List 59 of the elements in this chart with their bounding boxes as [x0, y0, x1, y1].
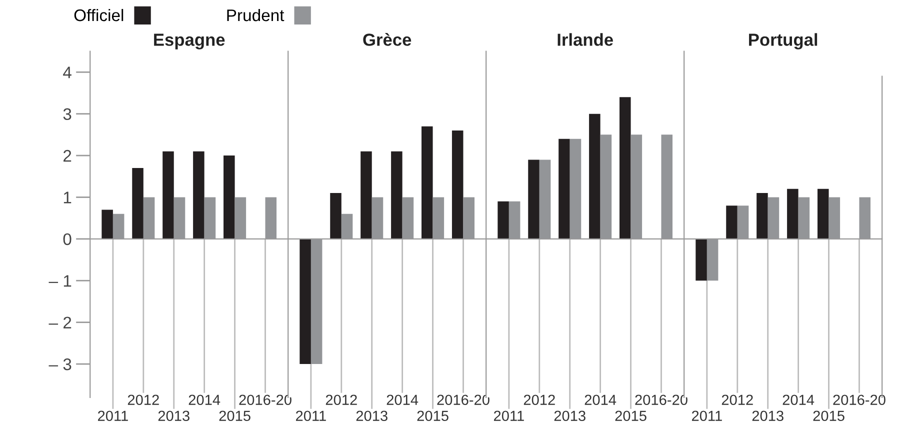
x-tick-label: 2016-20 — [833, 394, 886, 406]
y-tick-label: – 2 — [48, 316, 72, 328]
bar — [360, 151, 372, 239]
bar — [330, 193, 342, 239]
bar — [589, 114, 600, 239]
x-tick-label: 2012 — [722, 394, 753, 406]
bar — [498, 201, 509, 239]
bar — [818, 188, 829, 239]
bar — [300, 238, 311, 364]
x-tick-label: 2014 — [188, 394, 220, 406]
bar — [224, 156, 235, 239]
chart-title: Irlande — [558, 33, 613, 46]
y-tick-label: – 3 — [48, 358, 72, 370]
bar — [102, 210, 113, 239]
bar — [620, 97, 631, 239]
x-tick-label: 2015 — [813, 410, 844, 422]
x-tick-label: 2016-20 — [635, 394, 688, 406]
x-tick-label: 2014 — [584, 394, 616, 406]
y-tick-label: – 1 — [48, 275, 72, 287]
chart-title: Espagne — [154, 34, 225, 50]
x-tick-label: 2016-20 — [437, 394, 490, 406]
y-tick-label: 3 — [63, 108, 72, 120]
bar — [162, 151, 174, 239]
bar — [726, 206, 738, 239]
bar — [391, 151, 402, 239]
x-tick-label: 2012 — [128, 394, 159, 406]
chart-title: Grèce — [363, 33, 412, 46]
x-tick-label: 2013 — [356, 410, 388, 422]
bar — [528, 160, 540, 239]
y-tick-label: 0 — [63, 233, 72, 246]
x-tick-label: 2011 — [494, 410, 524, 422]
bar — [452, 130, 464, 239]
y-tick-label: 2 — [64, 150, 72, 162]
x-tick-label: 2014 — [782, 394, 814, 406]
y-tick-label: 1 — [64, 192, 72, 204]
x-tick-label: 2012 — [524, 394, 555, 406]
legend-label: Officiel — [74, 8, 124, 22]
bar — [696, 238, 707, 281]
x-tick-label: 2012 — [326, 394, 357, 406]
bar — [193, 151, 204, 239]
x-tick-label: 2013 — [554, 410, 586, 422]
bar — [787, 188, 798, 239]
bar — [422, 126, 433, 239]
x-tick-label: 2016-20 — [239, 394, 292, 406]
x-tick-label: 2011 — [692, 410, 722, 422]
x-tick-label: 2014 — [386, 394, 418, 406]
bar — [756, 193, 768, 239]
y-tick-label: 4 — [63, 66, 72, 78]
x-tick-label: 2015 — [417, 410, 448, 422]
x-tick-label: 2013 — [752, 410, 784, 422]
bar — [558, 138, 570, 239]
x-tick-label: 2011 — [98, 410, 128, 422]
x-tick-label: 2013 — [158, 410, 190, 422]
x-tick-label: 2015 — [615, 410, 646, 422]
bar — [132, 168, 144, 239]
legend-label: Prudent — [227, 8, 284, 22]
x-tick-label: 2011 — [296, 410, 326, 422]
x-tick-label: 2015 — [219, 410, 250, 422]
chart-title: Portugal — [749, 33, 818, 50]
